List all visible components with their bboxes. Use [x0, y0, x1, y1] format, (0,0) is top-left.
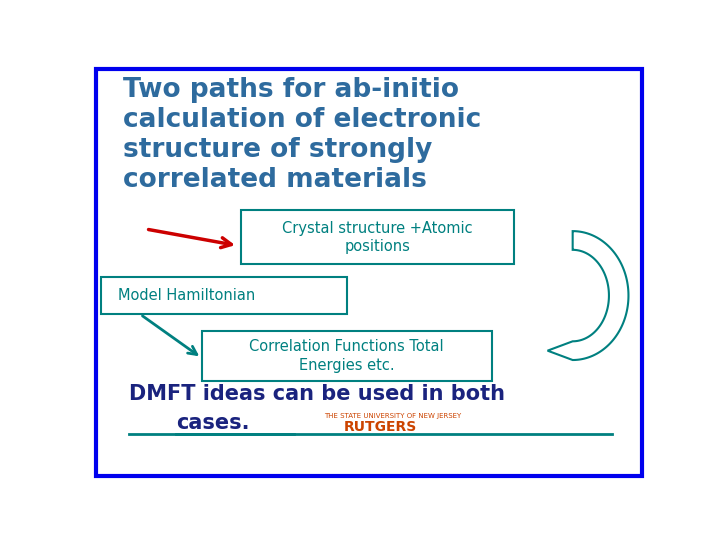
- Text: cases.: cases.: [176, 413, 250, 433]
- Text: Model Hamiltonian: Model Hamiltonian: [118, 288, 255, 303]
- Text: Crystal structure +Atomic
positions: Crystal structure +Atomic positions: [282, 220, 473, 254]
- Text: Correlation Functions Total
Energies etc.: Correlation Functions Total Energies etc…: [249, 339, 444, 373]
- FancyBboxPatch shape: [240, 210, 514, 265]
- FancyBboxPatch shape: [101, 277, 347, 314]
- Text: DMFT ideas can be used in both: DMFT ideas can be used in both: [129, 384, 505, 404]
- Text: Two paths for ab-initio
calculation of electronic
structure of strongly
correlat: Two paths for ab-initio calculation of e…: [124, 77, 482, 193]
- Text: THE STATE UNIVERSITY OF NEW JERSEY: THE STATE UNIVERSITY OF NEW JERSEY: [324, 413, 462, 419]
- FancyBboxPatch shape: [202, 331, 492, 381]
- Polygon shape: [547, 231, 629, 360]
- Text: RUTGERS: RUTGERS: [344, 420, 417, 434]
